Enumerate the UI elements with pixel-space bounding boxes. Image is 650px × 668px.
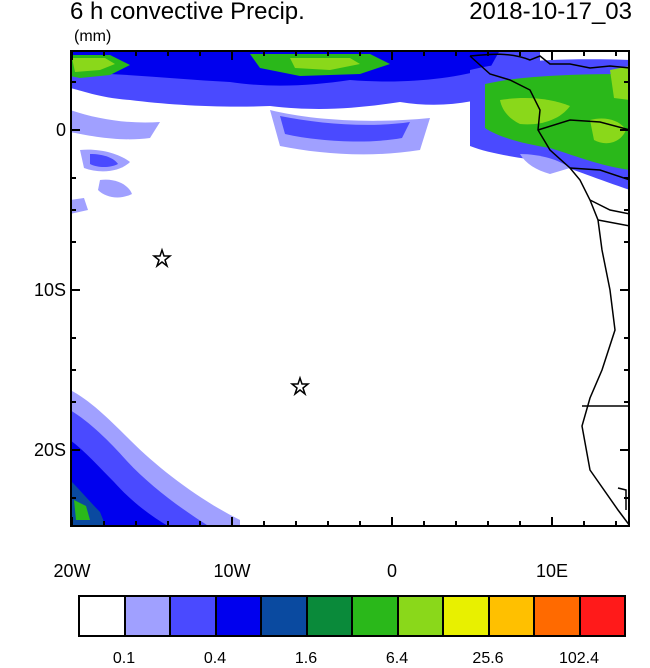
precip-band-north — [70, 50, 540, 155]
units-label: (mm) — [74, 28, 112, 45]
map-timestamp: 2018-10-17_03 — [469, 0, 632, 25]
station-markers — [151, 247, 311, 397]
colorbar-swatch — [216, 597, 262, 635]
colorbar-swatch — [353, 597, 399, 635]
star-marker — [151, 247, 173, 269]
colorbar-swatch — [535, 597, 581, 635]
colorbar-label: 25.6 — [472, 650, 504, 667]
colorbar-label: 0.1 — [112, 650, 136, 667]
y-tick-label: 0 — [55, 120, 66, 140]
colorbar-swatch — [444, 597, 490, 635]
colorbar-label: 1.6 — [294, 650, 318, 667]
colorbar — [78, 595, 626, 637]
star-marker — [289, 375, 311, 397]
colorbar-swatch — [398, 597, 444, 635]
precip-africa — [470, 59, 630, 190]
precip-scatter-west — [70, 149, 132, 214]
y-tick-label: 20S — [33, 440, 66, 460]
x-tick-label: 20W — [53, 561, 91, 581]
colorbar-swatch — [580, 597, 624, 635]
colorbar-label: 6.4 — [385, 650, 409, 667]
x-tick-label: 10W — [213, 561, 251, 581]
map-title: 6 h convective Precip. — [70, 0, 305, 25]
map-border — [70, 50, 630, 527]
colorbar-swatch — [171, 597, 217, 635]
colorbar-swatch — [489, 597, 535, 635]
precip-southwest — [70, 390, 240, 527]
y-tick-label: 10S — [33, 280, 66, 300]
coastline — [469, 53, 630, 527]
colorbar-label: 102.4 — [558, 650, 600, 667]
colorbar-swatch — [307, 597, 353, 635]
x-tick-label: 0 — [386, 561, 397, 581]
colorbar-swatch — [125, 597, 171, 635]
colorbar-label: 0.4 — [203, 650, 227, 667]
colorbar-swatch — [262, 597, 308, 635]
x-tick-label: 10E — [535, 561, 569, 581]
map-canvas — [70, 50, 630, 527]
colorbar-swatch — [80, 597, 126, 635]
map-panel — [70, 50, 630, 527]
